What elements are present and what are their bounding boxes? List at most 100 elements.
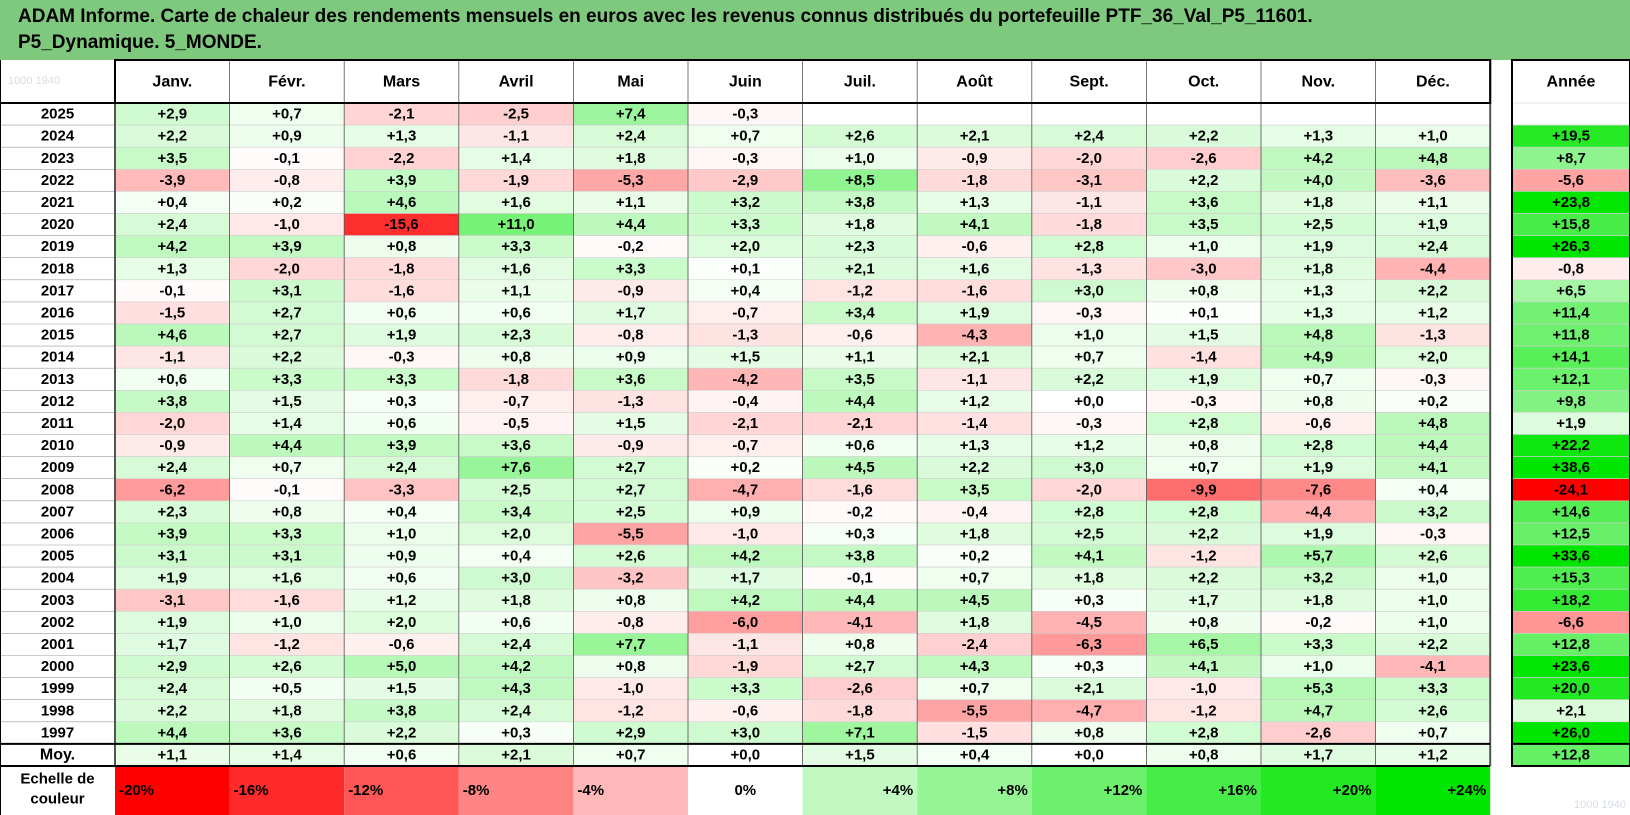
heat-cell-value: +2,8 [1074,503,1104,520]
heat-cell-value: -0,6 [389,636,415,653]
scale-label-line2: couleur [30,791,84,808]
year-label-2011: 2011 [41,415,74,432]
average-cell-value: +2,1 [501,746,531,763]
heat-cell-value: +4,2 [730,592,760,609]
month-header-9: Sept. [1070,74,1109,91]
heat-cell-value: -1,8 [962,172,988,189]
heat-cell-value: -0,3 [1076,304,1102,321]
average-label: Moy. [40,746,75,763]
annual-cell-value: +14,6 [1552,503,1590,520]
heat-cell-value: +1,8 [845,216,875,233]
heat-cell-value: +4,8 [1418,415,1448,432]
heat-cell-value: +3,0 [1074,282,1104,299]
heat-cell-value: +1,8 [1303,194,1333,211]
heat-cell-value: -5,5 [962,702,988,719]
annual-cell-value: +8,7 [1556,150,1586,167]
annual-cell-value: +15,8 [1552,216,1590,233]
heat-cell-value: +1,3 [1303,128,1333,145]
scale-label: -12% [348,782,383,799]
heat-cell-value: +2,8 [1074,238,1104,255]
heat-cell-value: +1,5 [730,349,760,366]
month-header-5: Mai [617,74,644,91]
heat-cell-value: -5,3 [618,172,644,189]
heat-cell-value: +0,6 [387,415,417,432]
heat-cell-value: +3,2 [1303,570,1333,587]
heat-cell-value: +3,4 [501,503,531,520]
heat-cell [802,102,918,126]
heat-cell-value: +4,1 [1418,459,1448,476]
heat-cell-value: +3,3 [387,371,417,388]
scale-label: 0% [734,782,756,799]
heat-cell-value: +0,2 [1418,393,1448,410]
heat-cell-value: +3,0 [1074,459,1104,476]
year-label-2012: 2012 [41,393,74,410]
annual-cell-value: +38,6 [1552,459,1590,476]
heat-cell-value: -1,1 [732,636,758,653]
year-label-2015: 2015 [41,327,74,344]
heat-cell-value: +2,9 [157,658,187,675]
heat-cell-value: +2,4 [501,702,531,719]
scale-label: +8% [997,782,1027,799]
heat-cell-value: +0,3 [1074,592,1104,609]
heat-cell-value: -1,1 [962,371,988,388]
heat-cell-value: +1,7 [1189,592,1219,609]
heat-cell-value: +1,9 [1303,459,1333,476]
heat-cell-value: +4,8 [1303,327,1333,344]
heat-cell-value: +0,7 [960,680,990,697]
heat-cell-value: +1,9 [387,327,417,344]
heat-cell-value: +2,7 [616,481,646,498]
heat-cell-value: +4,3 [960,658,990,675]
annual-cell-value: +15,3 [1552,570,1590,587]
heat-cell-value: +0,9 [272,128,302,145]
heat-cell-value: +1,3 [157,260,187,277]
heat-cell-value: -2,5 [503,106,529,123]
heat-cell-value: -3,3 [389,481,415,498]
heat-cell-value: -2,1 [732,415,758,432]
annual-cell-value: +33,6 [1552,548,1590,565]
heat-cell-value: +1,8 [1074,570,1104,587]
heat-cell-value: +0,1 [730,260,760,277]
scale-swatch [688,766,803,815]
heat-cell-value: -1,1 [503,128,529,145]
heat-cell-value: +1,7 [730,570,760,587]
heat-cell-value: +1,8 [960,525,990,542]
heat-cell [1031,102,1147,126]
report-subtitle: P5_Dynamique. 5_MONDE. [18,32,262,53]
heat-cell-value: +7,1 [845,724,875,741]
year-label-2019: 2019 [41,238,74,255]
heat-cell-value: +4,2 [501,658,531,675]
heat-cell-value: -1,0 [274,216,300,233]
heat-cell [916,102,1033,126]
year-label-2021: 2021 [41,194,74,211]
annual-cell-value: +19,5 [1552,128,1590,145]
year-label-2016: 2016 [41,304,74,321]
heat-cell-value: +1,2 [387,592,417,609]
heat-cell-value: +1,2 [1074,437,1104,454]
heat-cell-value: -0,7 [732,304,758,321]
average-cell-value: +0,4 [960,746,990,763]
annual-cell-value: +12,5 [1552,525,1590,542]
heat-cell-value: +2,2 [960,459,990,476]
heat-cell-value: +4,2 [730,548,760,565]
heat-cell-value: +2,7 [845,658,875,675]
heat-cell-value: -0,3 [732,150,758,167]
heat-cell-value: -1,6 [274,592,300,609]
year-label-2024: 2024 [41,128,75,145]
annual-cell-value: +6,5 [1556,282,1586,299]
heat-cell-value: +1,6 [960,260,990,277]
heat-cell-value: +0,7 [1189,459,1219,476]
heat-cell-value: +0,8 [616,592,646,609]
heat-cell [1375,102,1491,126]
heat-cell-value: -0,8 [618,327,644,344]
heat-cell-value: +0,3 [1074,658,1104,675]
year-label-2001: 2001 [41,636,74,653]
heat-cell-value: -1,6 [847,481,873,498]
heat-cell-value: +0,4 [157,194,187,211]
heat-cell-value: -0,1 [274,150,300,167]
heat-cell-value: -0,6 [732,702,758,719]
annual-cell-value: +26,0 [1552,724,1590,741]
scale-label: +12% [1104,782,1143,799]
scale-swatch [1031,766,1147,815]
heat-cell-value: +0,6 [501,304,531,321]
heat-cell-value: +1,3 [387,128,417,145]
